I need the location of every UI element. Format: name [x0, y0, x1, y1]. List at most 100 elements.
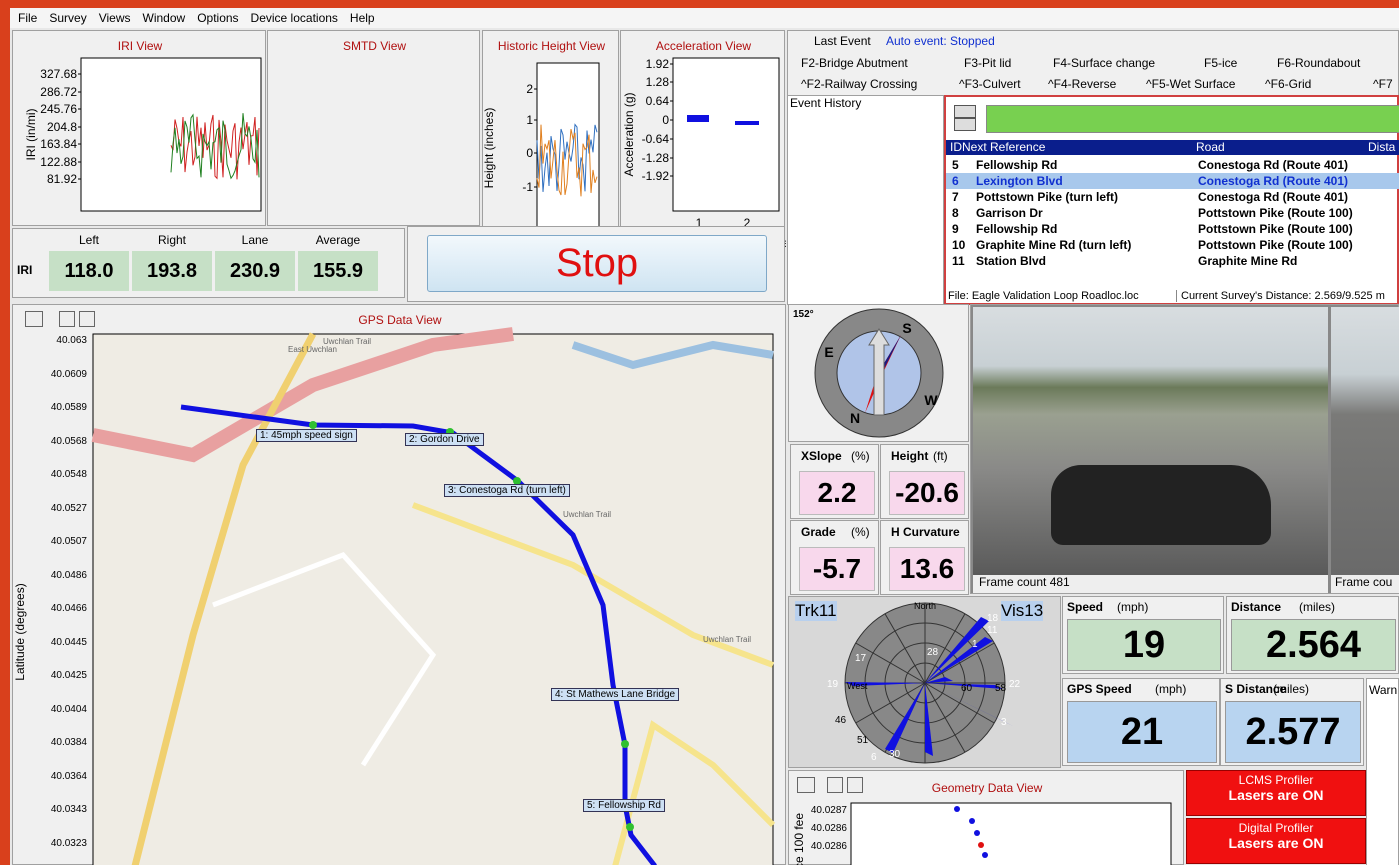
y-tick-label: 40.0568: [23, 436, 87, 447]
stop-button[interactable]: Stop: [427, 235, 767, 292]
column-header: ID: [950, 140, 962, 154]
panel: IRI View327.68286.72245.76204.8163.84122…: [12, 30, 266, 226]
map-label: Uwchlan Trail: [703, 635, 751, 644]
panel: Distance(miles)2.564: [1226, 596, 1399, 674]
direction-label: West: [847, 681, 868, 691]
point: [969, 818, 975, 824]
box-unit: (mph): [1117, 600, 1148, 614]
y-tick-label: 40.0323: [23, 838, 87, 849]
panel: H Curvature13.6: [880, 520, 969, 595]
plot-area: [81, 58, 261, 211]
point: [982, 852, 988, 858]
scroll-down-button[interactable]: [954, 118, 976, 131]
panel: S Distance(miles)2.577: [1220, 678, 1364, 766]
y-tick-label: -1.92: [642, 169, 670, 183]
title-strip: [0, 0, 1399, 8]
y-tick-label: 327.68: [40, 67, 77, 81]
hotkey-label[interactable]: F6-Roundabout: [1277, 56, 1360, 70]
y-tick-label: 245.76: [40, 102, 77, 116]
value-cell: 118.0: [49, 251, 129, 291]
hotkey-label[interactable]: ^F3-Culvert: [959, 77, 1021, 91]
table-cell: Fellowship Rd: [976, 222, 1057, 236]
status-box: Digital ProfilerLasers are ON: [1186, 818, 1366, 864]
column-header: Next Reference: [962, 140, 1045, 154]
menu-item[interactable]: File: [18, 11, 37, 25]
hotkey-label[interactable]: F3-Pit lid: [964, 56, 1011, 70]
column-header: Road: [1196, 140, 1225, 154]
hotkey-label[interactable]: ^F6-Grid: [1265, 77, 1311, 91]
y-tick-label: 40.0343: [23, 804, 87, 815]
table-cell: 5: [952, 158, 959, 172]
y-tick-label: 81.92: [47, 172, 77, 186]
y-tick-label: 122.88: [40, 155, 77, 169]
menu-item[interactable]: Device locations: [251, 11, 338, 25]
panel: XSlope(%)2.2: [790, 444, 879, 519]
satellite-id: 19: [827, 679, 839, 690]
table-cell: Conestoga Rd (Route 401): [1198, 190, 1348, 204]
graphic: NorthWest1811281171922363046516058: [789, 597, 1062, 769]
table-cell: Pottstown Pike (Route 100): [1198, 238, 1353, 252]
accel-bar: [735, 121, 759, 125]
hotkey-label[interactable]: ^F7: [1373, 77, 1393, 91]
table-cell: 9: [952, 222, 959, 236]
status-text: Lasers are ON: [1187, 835, 1365, 851]
hotkey-label[interactable]: ^F4-Reverse: [1048, 77, 1116, 91]
box-label: Distance: [1231, 600, 1281, 614]
y-tick-label: 0.64: [646, 94, 670, 108]
panel: Historic Height View210-1Height (inches)…: [482, 30, 619, 248]
table-row[interactable]: 9 Fellowship Rd Pottstown Pike (Route 100): [946, 221, 1399, 237]
hotkey-label[interactable]: F2-Bridge Abutment: [801, 56, 908, 70]
table-cell: Garrison Dr: [976, 206, 1043, 220]
y-axis-label: IRI (in/mi): [24, 109, 38, 161]
frame-count: Frame count 481: [973, 575, 1328, 593]
menu-item[interactable]: Views: [99, 11, 131, 25]
value-cell: 230.9: [215, 251, 295, 291]
menu-item[interactable]: Options: [197, 11, 238, 25]
box-label: Height: [891, 449, 928, 463]
panel: SMTD View0.560.480.40.320.24SMTD (mm): [267, 30, 480, 226]
satellite-id: 17: [855, 653, 867, 664]
footer-file: File: Eagle Validation Loop Roadloc.loc: [948, 290, 1139, 302]
waypoint-marker: [309, 421, 317, 429]
plot-area: [851, 803, 1171, 865]
status-title: Digital Profiler: [1187, 821, 1365, 835]
satellite-id: 22: [1009, 679, 1021, 690]
menu-item[interactable]: Survey: [49, 11, 86, 25]
car: [1051, 465, 1271, 545]
hotkey-label[interactable]: F5-ice: [1204, 56, 1237, 70]
y-tick-label: 40.0364: [23, 771, 87, 782]
y-axis-label: Acceleration (g): [622, 92, 636, 176]
waypoint-label: 4: St Mathews Lane Bridge: [551, 688, 679, 701]
y-tick-label: 204.8: [47, 120, 77, 134]
menu-item[interactable]: Help: [350, 11, 375, 25]
camera-image: [1331, 307, 1399, 575]
panel: Frame count 481Frame cou: [970, 304, 1399, 594]
y-tick-label: 2: [526, 82, 533, 96]
scroll-up-button[interactable]: [954, 105, 976, 118]
point: [974, 830, 980, 836]
y-tick-label: 40.0384: [23, 737, 87, 748]
graphic: 327.68286.72245.76204.8163.84122.8881.92…: [13, 31, 267, 227]
y-tick-label: 40.0507: [23, 536, 87, 547]
y-tick-label: 40.0589: [23, 402, 87, 413]
box-value: 13.6: [889, 547, 965, 591]
hotkey-label[interactable]: ^F5-Wet Surface: [1146, 77, 1235, 91]
table-cell: Pottstown Pike (Route 100): [1198, 222, 1353, 236]
y-axis-label: ce 100 fee: [792, 813, 806, 865]
y-tick-label: 1.92: [646, 57, 670, 71]
menu-item[interactable]: Window: [143, 11, 186, 25]
hotkey-label[interactable]: F4-Surface change: [1053, 56, 1155, 70]
table-cell: 6: [952, 174, 959, 188]
waypoint-marker: [621, 740, 629, 748]
table-cell: Lexington Blvd: [976, 174, 1063, 188]
status-box: LCMS ProfilerLasers are ON: [1186, 770, 1366, 816]
hotkey-label[interactable]: ^F2-Railway Crossing: [801, 77, 917, 91]
